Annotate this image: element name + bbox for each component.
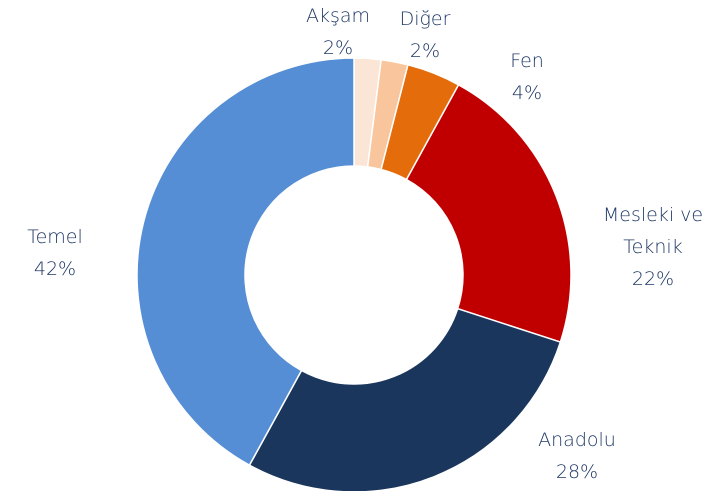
slice-label: Anadolu 28% xyxy=(527,424,627,488)
slice-label: Diğer 2% xyxy=(385,3,465,67)
category-name: Fen xyxy=(510,50,544,72)
value-label: 42% xyxy=(33,258,77,280)
value-label: 28% xyxy=(555,461,599,483)
value-label: 2% xyxy=(409,40,441,62)
slice xyxy=(248,307,562,491)
category-name: Mesleki ve Teknik xyxy=(602,204,704,258)
slice xyxy=(405,83,572,344)
value-label: 22% xyxy=(631,268,675,290)
slice xyxy=(136,57,355,467)
category-name: Anadolu xyxy=(538,429,616,451)
value-label: 4% xyxy=(511,82,543,104)
slice-label: Mesleki ve Teknik 22% xyxy=(593,199,713,295)
category-name: Temel xyxy=(27,226,83,248)
value-label: 2% xyxy=(322,37,354,59)
category-name: Diğer xyxy=(399,8,451,30)
slice-label: Fen 4% xyxy=(487,45,567,109)
slice-label: Akşam 2% xyxy=(298,0,378,64)
slice-label: Temel 42% xyxy=(15,221,95,285)
category-name: Akşam xyxy=(305,5,371,27)
